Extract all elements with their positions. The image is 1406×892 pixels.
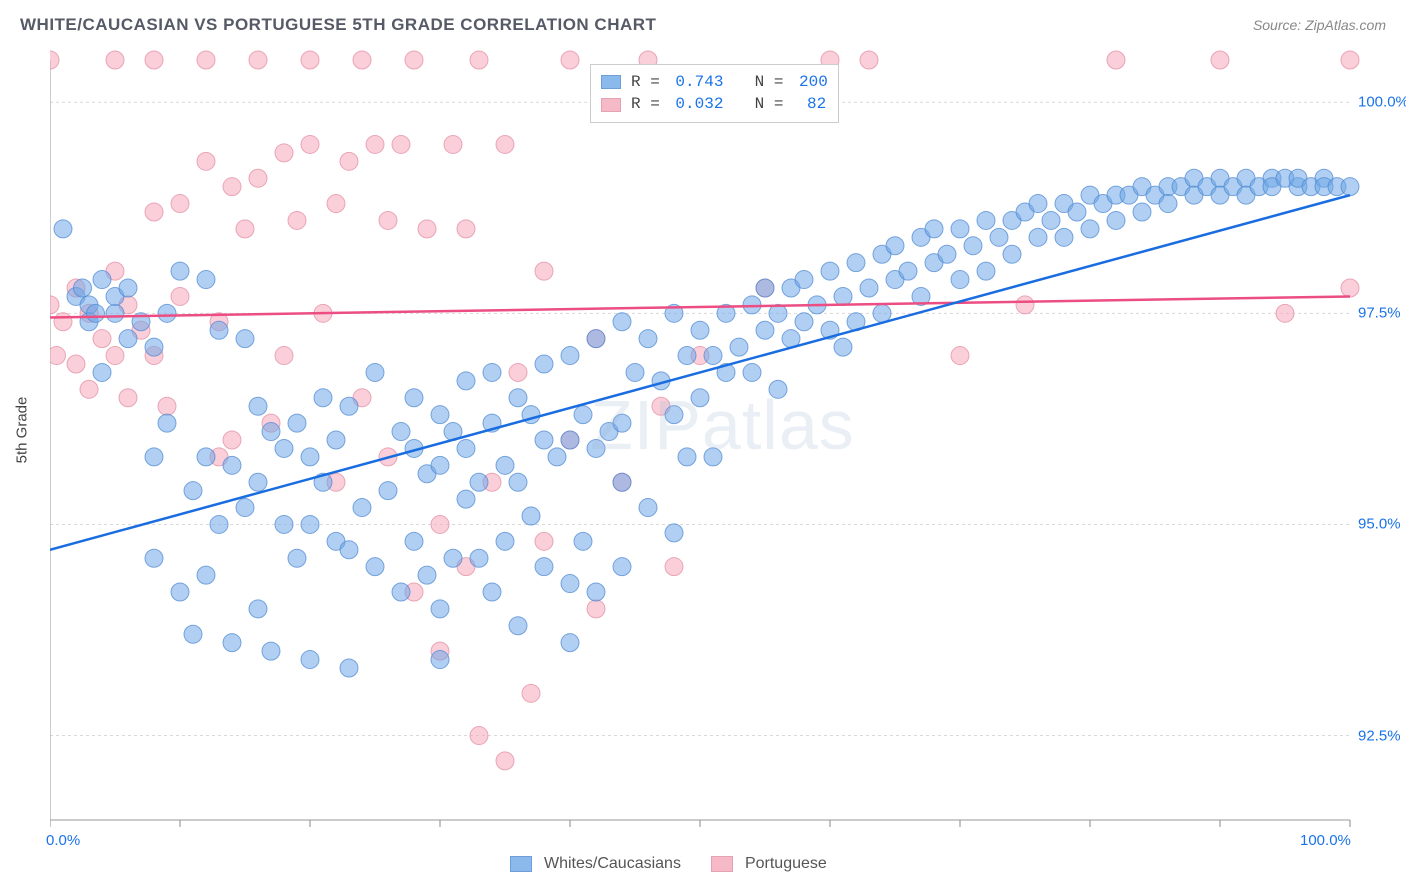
- chart-title: WHITE/CAUCASIAN VS PORTUGUESE 5TH GRADE …: [20, 15, 656, 35]
- legend-label-blue: Whites/Caucasians: [544, 855, 681, 873]
- swatch-pink: [601, 98, 621, 112]
- x-axis-min-label: 0.0%: [46, 832, 80, 849]
- y-tick-label: 97.5%: [1358, 305, 1401, 322]
- scatter-chart-svg: [50, 50, 1360, 840]
- legend-item-pink: Portuguese: [711, 855, 827, 873]
- y-tick-label: 92.5%: [1358, 727, 1401, 744]
- swatch-blue-icon: [510, 856, 532, 872]
- series-legend: Whites/Caucasians Portuguese: [510, 855, 827, 873]
- y-axis-label: 5th Grade: [14, 397, 31, 464]
- x-axis-max-label: 100.0%: [1300, 832, 1351, 849]
- swatch-pink-icon: [711, 856, 733, 872]
- legend-label-pink: Portuguese: [745, 855, 827, 873]
- y-tick-label: 100.0%: [1358, 94, 1406, 111]
- stats-row-pink: R = 0.032 N = 82: [601, 93, 828, 115]
- y-tick-label: 95.0%: [1358, 516, 1401, 533]
- swatch-blue: [601, 75, 621, 89]
- chart-area: 92.5%95.0%97.5%100.0% 0.0% 100.0%: [50, 50, 1360, 840]
- stats-row-blue: R = 0.743 N = 200: [601, 71, 828, 93]
- stats-legend-box: R = 0.743 N = 200 R = 0.032 N = 82: [590, 64, 839, 123]
- source-attribution: Source: ZipAtlas.com: [1253, 17, 1386, 33]
- legend-item-blue: Whites/Caucasians: [510, 855, 681, 873]
